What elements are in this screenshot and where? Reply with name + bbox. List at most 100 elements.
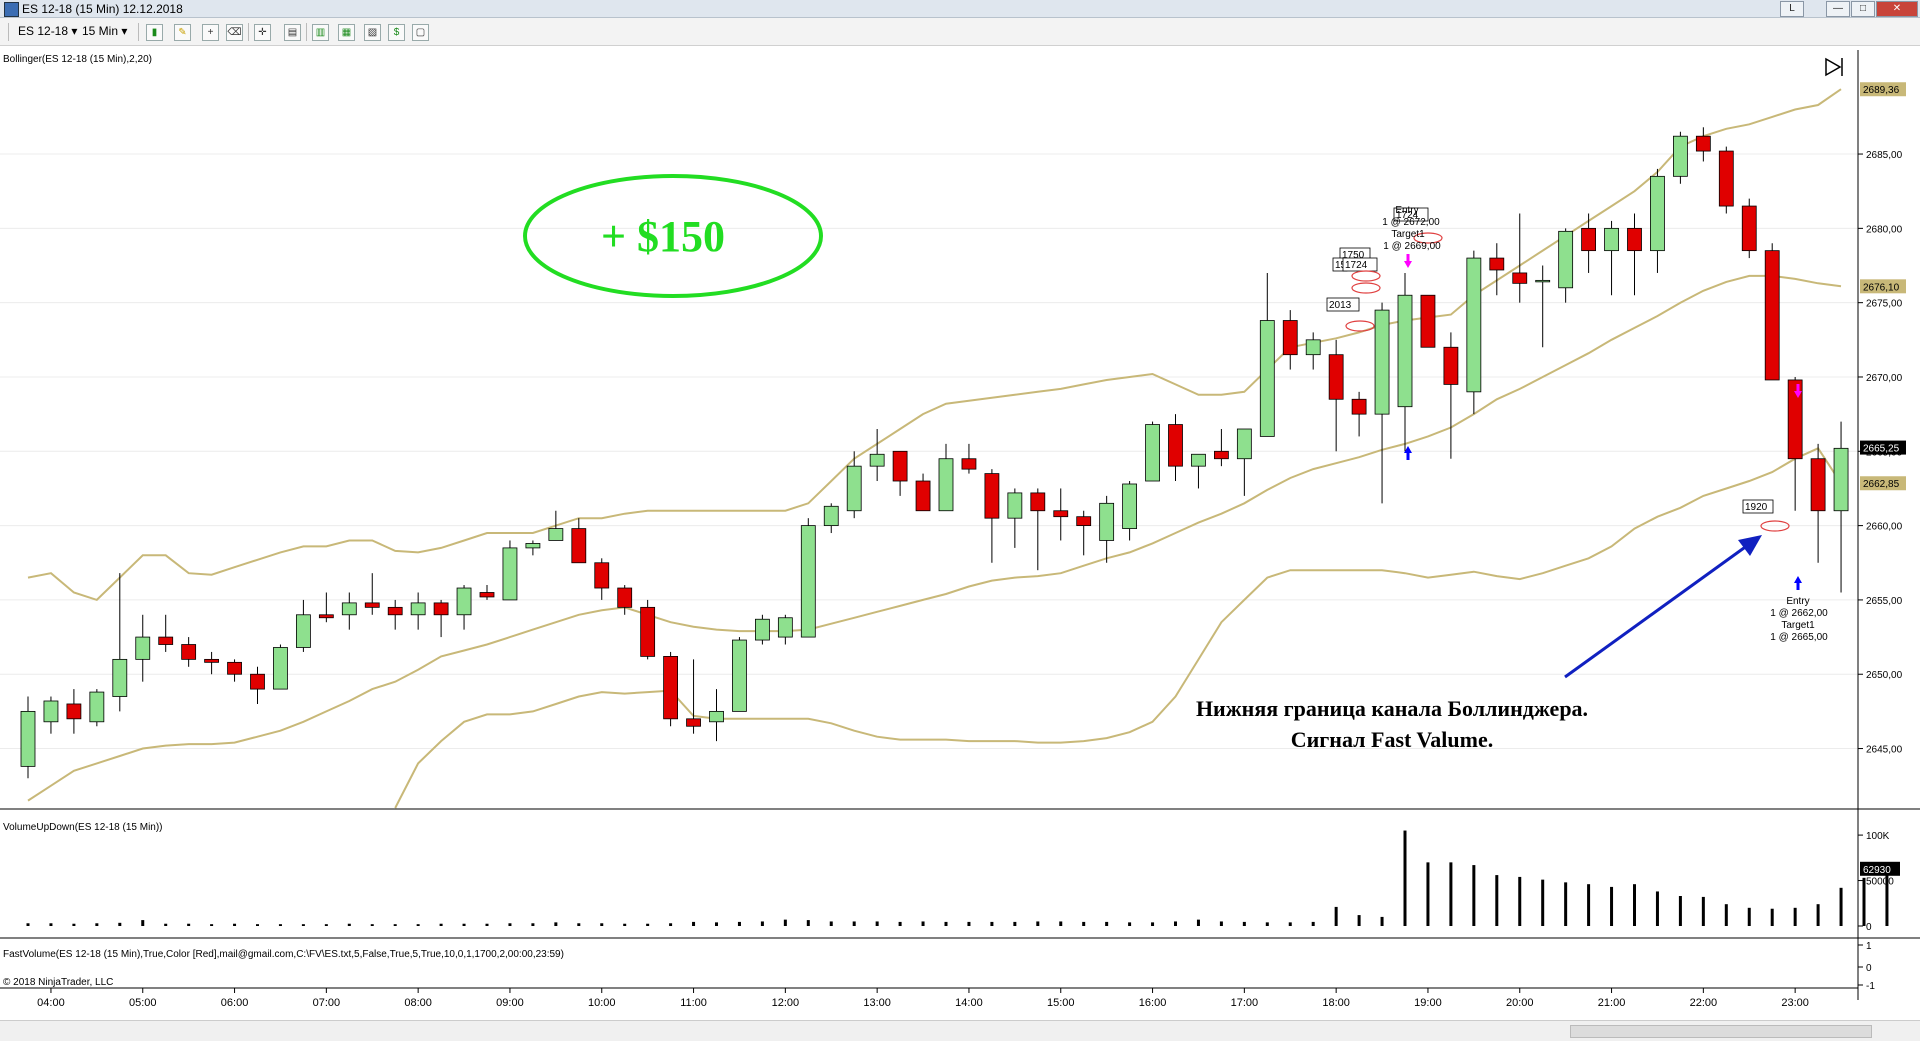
candle-body xyxy=(800,525,816,638)
target-qty-1: 1 @ 2669,00 xyxy=(1383,241,1441,252)
template-icon[interactable]: ▧ xyxy=(364,24,381,41)
volume-bar xyxy=(1219,921,1223,926)
entry-arrow xyxy=(1794,576,1802,590)
exit-arrow xyxy=(1404,254,1412,268)
skip-to-end-icon[interactable] xyxy=(1825,57,1843,77)
candle-body xyxy=(709,710,724,723)
toolbar-separator xyxy=(306,23,307,41)
candle-body xyxy=(1168,424,1183,467)
candle-body xyxy=(594,562,610,589)
volume-tick-label: 100K xyxy=(1866,831,1890,842)
fastvolume-axis: 1 0 -1 xyxy=(1858,941,1875,992)
price-tag-box xyxy=(1860,279,1906,294)
volume-bar xyxy=(1862,877,1866,926)
volume-bar xyxy=(1013,921,1017,926)
candle-body xyxy=(823,505,839,527)
trade-label-1724b: 1724 xyxy=(1396,210,1419,221)
bollinger-bands xyxy=(27,88,1842,809)
candle-body xyxy=(1627,227,1642,252)
minimize-button[interactable]: — xyxy=(1826,1,1850,17)
window-link-button[interactable]: L xyxy=(1780,1,1804,17)
target-label-2: Target1 xyxy=(1781,620,1815,631)
volume-bar xyxy=(508,923,512,926)
price-tag-label: 2665,25 xyxy=(1863,444,1900,455)
order-ellipse xyxy=(1351,270,1381,282)
eraser-icon[interactable]: ⌫ xyxy=(226,24,243,41)
volume-bar xyxy=(1174,921,1177,926)
candle-body xyxy=(250,673,265,690)
time-tick-label: 17:00 xyxy=(1231,997,1259,1009)
candle-body xyxy=(1282,320,1298,356)
volume-bar xyxy=(692,921,696,926)
strategy-icon[interactable]: ▦ xyxy=(338,24,355,41)
candle-body xyxy=(938,458,954,512)
interval-selector[interactable]: 15 Min ▾ xyxy=(82,24,128,38)
window-title: ES 12-18 (15 Min) 12.12.2018 xyxy=(22,2,183,16)
zoom-icon[interactable]: + xyxy=(202,24,219,41)
properties-icon[interactable]: ▤ xyxy=(284,24,301,41)
time-tick-label: 23:00 xyxy=(1781,997,1809,1009)
volume-bar xyxy=(1816,904,1820,926)
crosshair-icon[interactable]: ✛ xyxy=(254,24,271,41)
maximize-button[interactable]: □ xyxy=(1851,1,1875,17)
close-button[interactable]: ✕ xyxy=(1876,1,1918,17)
draw-pencil-icon[interactable]: ✎ xyxy=(174,24,191,41)
fastvolume-label: FastVolume(ES 12-18 (15 Min),True,Color … xyxy=(3,949,564,960)
price-tag-label: 2676,10 xyxy=(1863,282,1900,293)
volume-bar xyxy=(72,923,76,926)
volume-bar xyxy=(1151,922,1155,926)
trade-label-2013: 2013 xyxy=(1329,300,1352,311)
fast-tick-label: 0 xyxy=(1866,963,1872,974)
volume-bar xyxy=(1105,921,1109,926)
price-tag-label: 2689,36 xyxy=(1863,85,1900,96)
price-axis: 2685,002680,002675,002670,002665,002660,… xyxy=(1858,82,1906,756)
indicator-icon[interactable]: ▥ xyxy=(312,24,329,41)
time-tick-label: 06:00 xyxy=(221,997,249,1009)
candle-body xyxy=(433,602,449,616)
volume-bar xyxy=(554,922,558,926)
chart-toolbar: ES 12-18 ▾ 15 Min ▾ ▮ ✎ + ⌫ ✛ ▤ ▥ ▦ ▧ $ … xyxy=(0,18,1920,46)
volume-bar xyxy=(1357,915,1361,926)
bar-chart-icon[interactable]: ▮ xyxy=(146,24,163,41)
volume-bar xyxy=(875,921,879,926)
dollar-icon[interactable]: $ xyxy=(388,24,405,41)
volume-bar xyxy=(1059,921,1063,926)
copyright-label: © 2018 NinjaTrader, LLC xyxy=(3,977,113,988)
volume-bar xyxy=(1655,891,1659,926)
chart-background xyxy=(0,46,1920,1020)
instrument-selector[interactable]: ES 12-18 ▾ xyxy=(18,24,78,38)
volume-bar xyxy=(829,921,833,926)
time-tick-label: 20:00 xyxy=(1506,997,1534,1009)
candle-body xyxy=(732,639,747,712)
volume-bar xyxy=(646,923,650,926)
chart-area[interactable]: 2685,002680,002675,002670,002665,002660,… xyxy=(0,46,1920,1020)
order-ellipse xyxy=(1760,520,1790,532)
volume-bar xyxy=(370,924,374,926)
volume-bar xyxy=(898,921,902,926)
trade-label-1920: 1920 xyxy=(1745,502,1768,513)
entry-arrow xyxy=(1404,446,1412,460)
volume-bar xyxy=(921,921,925,926)
annotation-line-2: Сигнал Fast Valume. xyxy=(1291,727,1494,752)
volume-bar xyxy=(1288,922,1292,926)
candle-body xyxy=(1007,492,1023,519)
volume-bar xyxy=(95,923,99,926)
candle-body xyxy=(755,618,770,641)
candle-body xyxy=(456,587,472,616)
volume-bar xyxy=(1770,908,1774,926)
candle-body xyxy=(1374,309,1390,415)
candle-body xyxy=(640,606,656,657)
scrollbar-thumb[interactable] xyxy=(1570,1025,1872,1038)
volume-bar xyxy=(1747,907,1751,926)
candle-body xyxy=(1673,135,1688,177)
volume-bar xyxy=(852,921,856,926)
toolbar-separator xyxy=(138,23,139,41)
horizontal-scrollbar[interactable] xyxy=(0,1020,1920,1041)
volume-bar xyxy=(600,923,604,926)
candle-body xyxy=(1214,450,1229,460)
entry-qty-2: 1 @ 2662,00 xyxy=(1770,608,1828,619)
candle-body xyxy=(1351,398,1367,415)
data-box-icon[interactable]: ▢ xyxy=(412,24,429,41)
candle-body xyxy=(1145,424,1160,482)
candle-body xyxy=(548,528,564,541)
